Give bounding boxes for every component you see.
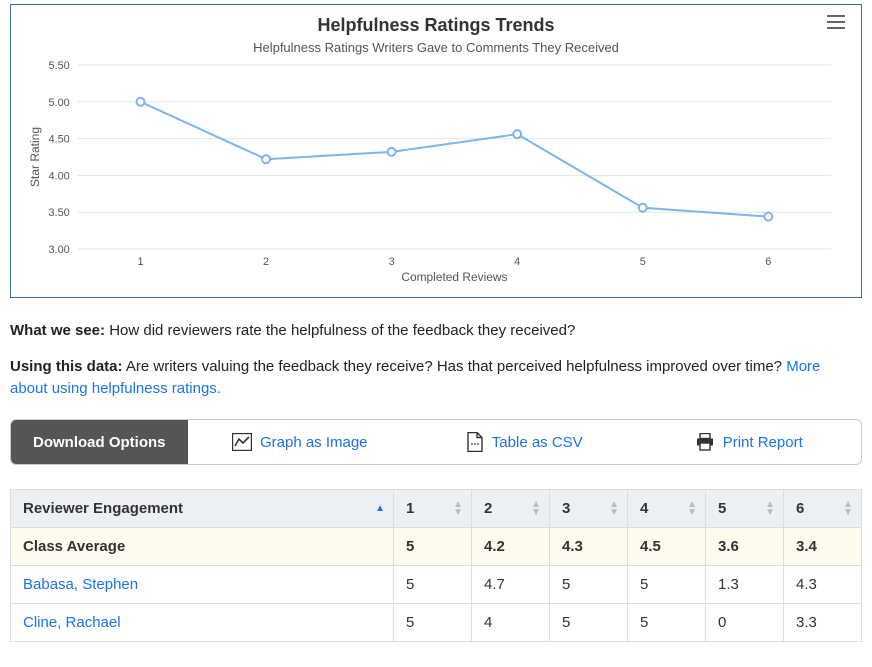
printer-icon [695,433,715,451]
svg-text:6: 6 [765,256,771,268]
chart-title: Helpfulness Ratings Trends [23,15,849,36]
use-lead: Using this data: [10,358,123,375]
cell: 5 [628,604,706,642]
svg-text:4: 4 [514,256,520,268]
print-report-button[interactable]: Print Report [637,420,862,464]
cell: 5 [550,604,628,642]
use-text: Are writers valuing the feedback they re… [123,358,787,375]
using-this-data: Using this data: Are writers valuing the… [10,356,862,400]
table-row: Cline, Rachael545503.3 [11,604,862,642]
col-reviewer[interactable]: Reviewer Engagement▲ [11,490,394,528]
graph-as-image-label: Graph as Image [260,434,368,451]
chart-subtitle: Helpfulness Ratings Writers Gave to Comm… [23,40,849,55]
avg-label: Class Average [11,528,394,566]
svg-text:5: 5 [640,256,646,268]
svg-text:3.00: 3.00 [48,244,69,256]
print-report-label: Print Report [723,434,803,451]
table-row-avg: Class Average54.24.34.53.63.4 [11,528,862,566]
line-chart: 3.00 3.50 4.00 4.50 5.00 5.50 1 2 3 4 5 6 Completed … [23,55,849,285]
cell: 4.5 [628,528,706,566]
cell: 5 [394,528,472,566]
svg-text:4.00: 4.00 [48,170,69,182]
chart-menu-icon[interactable] [827,15,845,29]
cell: 4.3 [550,528,628,566]
cell: 5 [550,566,628,604]
reviewer-link[interactable]: Cline, Rachael [23,614,121,631]
cell: 4.3 [784,566,862,604]
svg-text:5.50: 5.50 [48,60,69,72]
reviewer-link[interactable]: Babasa, Stephen [23,576,138,593]
chart-icon [232,433,252,451]
cell: 3.6 [706,528,784,566]
svg-text:3.50: 3.50 [48,207,69,219]
download-toolbar: Download Options Graph as Image Table as… [10,419,862,465]
cell: 5 [394,604,472,642]
see-text: How did reviewers rate the helpfulness o… [105,322,575,339]
col-6[interactable]: 6▲▼ [784,490,862,528]
svg-text:1: 1 [137,256,143,268]
cell: 3.4 [784,528,862,566]
svg-text:3: 3 [389,256,395,268]
svg-text:4.50: 4.50 [48,134,69,146]
table-as-csv-label: Table as CSV [492,434,583,451]
svg-text:5.00: 5.00 [48,97,69,109]
what-we-see: What we see: How did reviewers rate the … [10,320,862,342]
download-options-label: Download Options [11,420,188,464]
table-as-csv-button[interactable]: Table as CSV [412,420,637,464]
svg-text:Star Rating: Star Rating [28,127,42,187]
cell: 0 [706,604,784,642]
engagement-table: Reviewer Engagement▲1▲▼2▲▼3▲▼4▲▼5▲▼6▲▼ C… [10,489,862,642]
col-4[interactable]: 4▲▼ [628,490,706,528]
col-5[interactable]: 5▲▼ [706,490,784,528]
table-row: Babasa, Stephen54.7551.34.3 [11,566,862,604]
cell: 5 [628,566,706,604]
cell: 5 [394,566,472,604]
col-3[interactable]: 3▲▼ [550,490,628,528]
file-icon [466,432,484,452]
cell: 1.3 [706,566,784,604]
cell: 4.7 [472,566,550,604]
cell: 3.3 [784,604,862,642]
svg-text:Completed Reviews: Completed Reviews [401,270,507,284]
cell: 4.2 [472,528,550,566]
chart-card: Helpfulness Ratings Trends Helpfulness R… [10,4,862,298]
col-1[interactable]: 1▲▼ [394,490,472,528]
graph-as-image-button[interactable]: Graph as Image [188,420,413,464]
cell: 4 [472,604,550,642]
description-block: What we see: How did reviewers rate the … [10,320,862,399]
col-2[interactable]: 2▲▼ [472,490,550,528]
svg-text:2: 2 [263,256,269,268]
see-lead: What we see: [10,322,105,339]
